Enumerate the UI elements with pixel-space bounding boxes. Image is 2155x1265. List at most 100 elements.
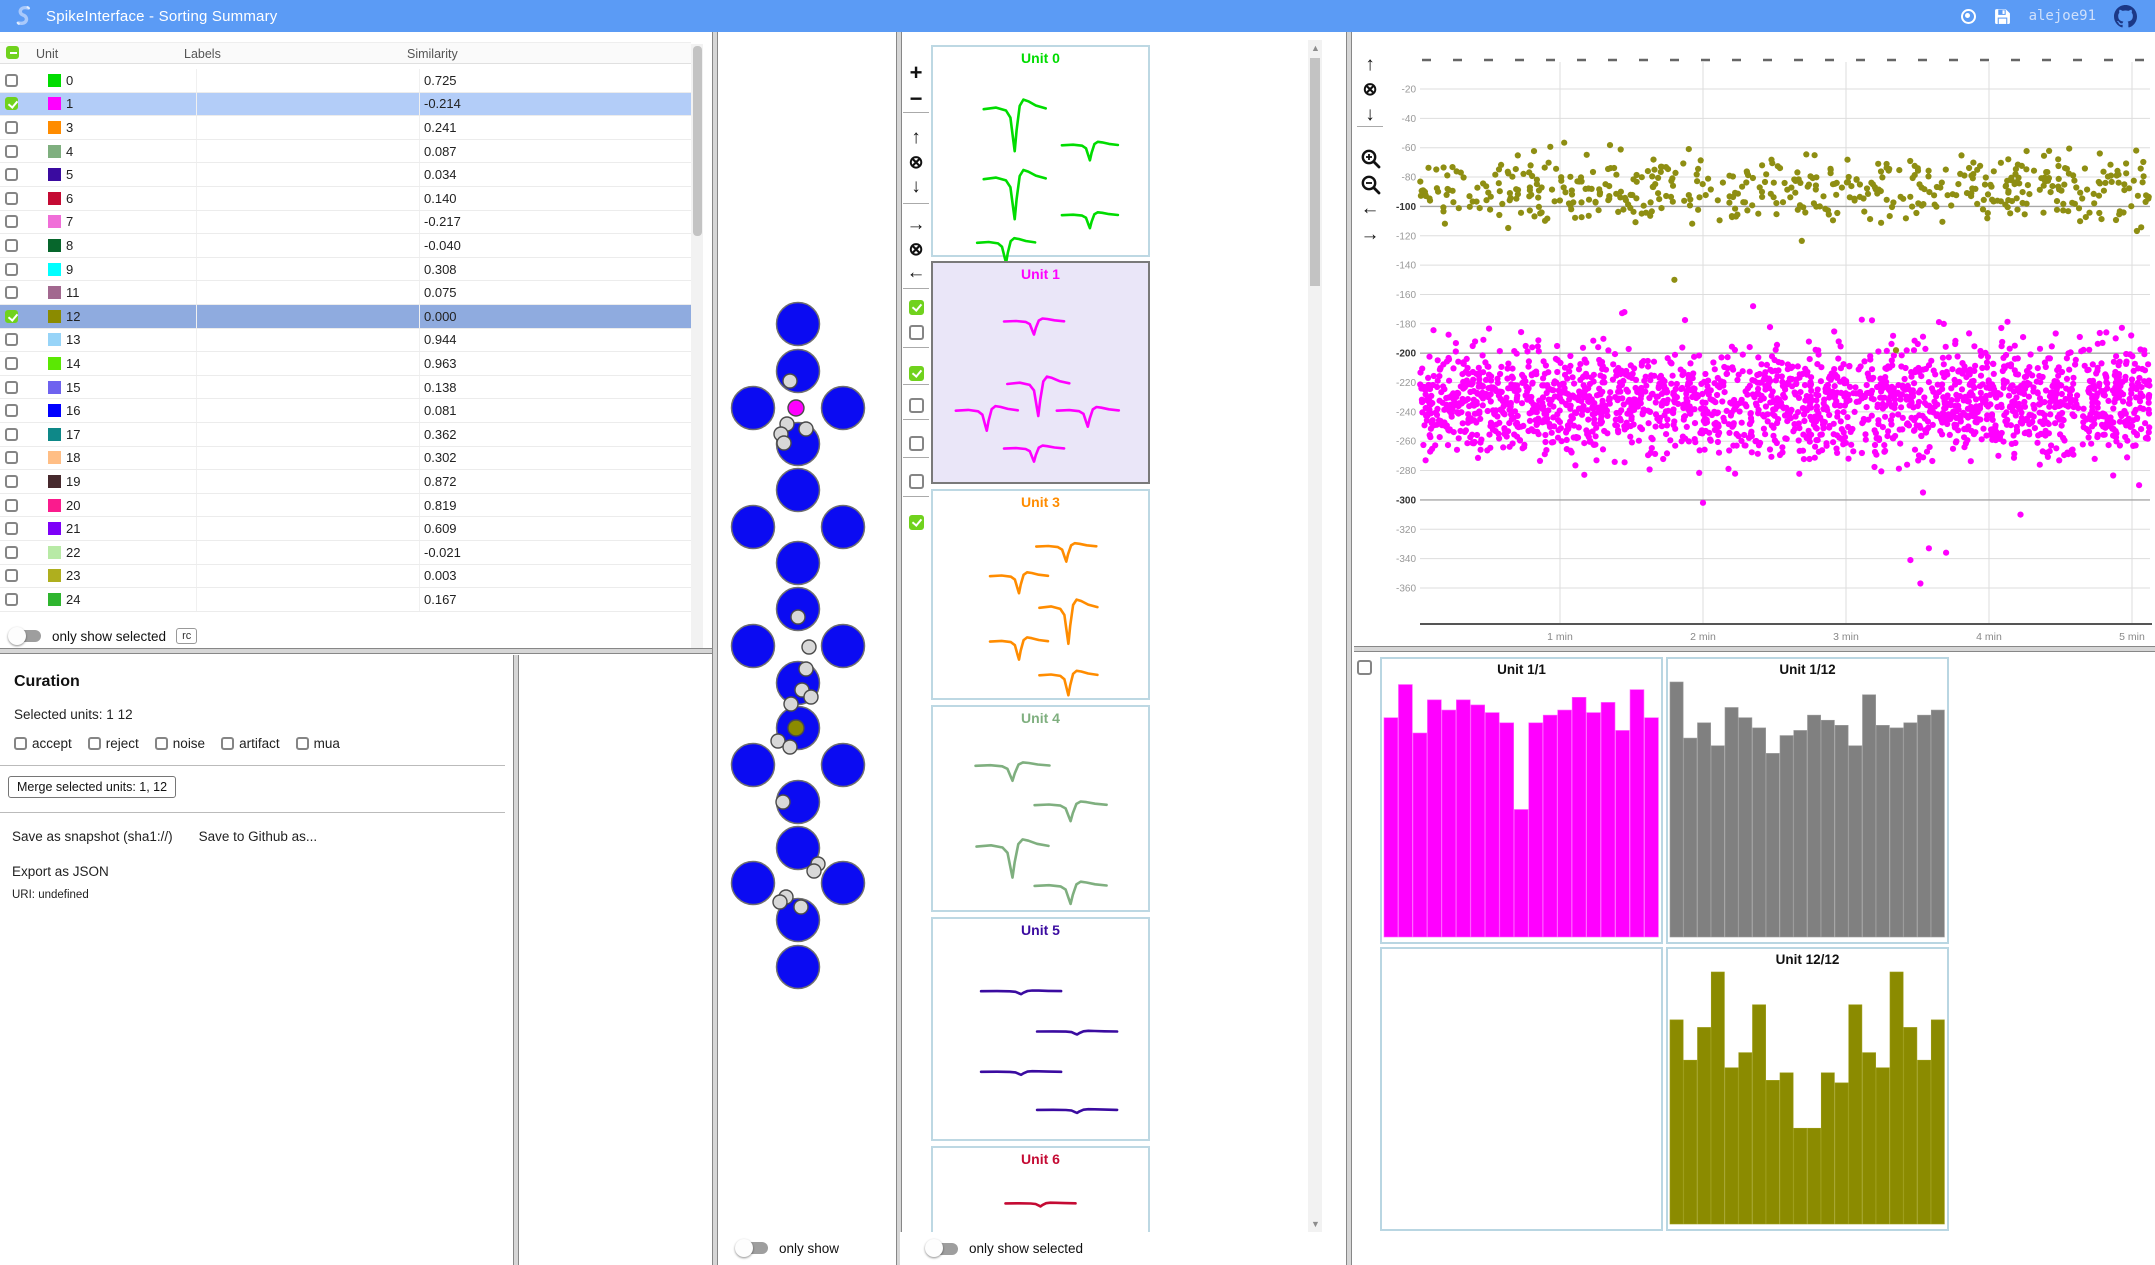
arrow-down-icon[interactable]: ↓ bbox=[1365, 104, 1375, 125]
row-checkbox[interactable] bbox=[5, 262, 18, 276]
row-checkbox[interactable] bbox=[5, 592, 18, 606]
table-row-unit-24[interactable]: 24 0.167 bbox=[0, 588, 691, 612]
curation-checkbox-reject[interactable] bbox=[87, 737, 101, 750]
unit-location-dot[interactable] bbox=[772, 894, 788, 910]
table-row-unit-23[interactable]: 23 0.003 bbox=[0, 564, 691, 589]
table-row-unit-21[interactable]: 21 0.609 bbox=[0, 517, 691, 541]
correlogram-panel-unit-1-12[interactable]: Unit 1/12 bbox=[1666, 657, 1949, 944]
unit-location-dot[interactable] bbox=[783, 696, 799, 712]
table-row-unit-4[interactable]: 4 0.087 bbox=[0, 139, 691, 164]
row-checkbox[interactable] bbox=[5, 286, 18, 300]
electrode-circle[interactable] bbox=[820, 504, 866, 550]
row-checkbox[interactable] bbox=[5, 191, 18, 205]
username[interactable]: alejoe91 bbox=[2028, 8, 2096, 24]
table-row-unit-8[interactable]: 8 -0.040 bbox=[0, 234, 691, 258]
unit-panel-unit-3[interactable]: Unit 3 bbox=[931, 489, 1150, 700]
save-github-link[interactable]: Save to Github as... bbox=[198, 829, 318, 844]
unit-panel-unit-0[interactable]: Unit 0 bbox=[931, 45, 1150, 265]
merge-units-button[interactable]: Merge selected units: 1, 12 bbox=[8, 776, 177, 798]
electrode-circle[interactable] bbox=[775, 897, 821, 943]
electrode-circle[interactable] bbox=[730, 504, 776, 550]
electrode-circle[interactable] bbox=[730, 623, 776, 669]
arrow-up-icon[interactable]: ↑ bbox=[911, 127, 921, 148]
correlogram-checkbox[interactable] bbox=[1357, 660, 1372, 675]
table-row-unit-11[interactable]: 11 0.075 bbox=[0, 281, 691, 305]
waveform-scrollbar-thumb[interactable] bbox=[1310, 58, 1320, 286]
row-checkbox[interactable] bbox=[5, 144, 18, 158]
row-checkbox[interactable] bbox=[5, 427, 18, 441]
zoom-in-icon[interactable] bbox=[1360, 148, 1382, 170]
amplitude-scatter-plot[interactable]: 1 min 2 min 3 min 4 min 5 min -20 -40 -60 -80 -10… bbox=[1354, 32, 2155, 646]
scroll-up-icon[interactable]: ▲ bbox=[1311, 43, 1320, 53]
unit-location-dot[interactable] bbox=[803, 689, 819, 705]
circle-x-icon[interactable]: ⊗ bbox=[1362, 79, 1378, 99]
curation-checkbox-noise[interactable] bbox=[154, 737, 168, 750]
unit-panel-unit-6[interactable]: Unit 6 bbox=[931, 1146, 1150, 1232]
unit-location-dot[interactable] bbox=[798, 661, 814, 677]
row-checkbox[interactable] bbox=[5, 404, 18, 418]
rc-button[interactable]: rc bbox=[176, 628, 198, 644]
electrode-circle[interactable] bbox=[820, 742, 866, 788]
export-json-link[interactable]: Export as JSON bbox=[12, 864, 109, 879]
unit-location-dot[interactable] bbox=[806, 863, 822, 879]
curation-option-accept[interactable]: accept bbox=[14, 736, 72, 751]
table-row-unit-16[interactable]: 16 0.081 bbox=[0, 399, 691, 423]
unit-location-dot[interactable] bbox=[775, 794, 791, 810]
row-checkbox[interactable] bbox=[5, 569, 18, 583]
unit-location-dot[interactable] bbox=[782, 373, 798, 389]
electrode-circle[interactable] bbox=[775, 348, 821, 394]
probe-electrode-map[interactable] bbox=[718, 32, 898, 1232]
github-icon[interactable] bbox=[2114, 4, 2137, 28]
row-checkbox[interactable] bbox=[5, 522, 18, 536]
table-row-unit-0[interactable]: 0 0.725 bbox=[0, 69, 691, 93]
electrode-circle[interactable] bbox=[775, 301, 821, 347]
arrow-up-icon[interactable]: ↑ bbox=[1365, 54, 1375, 75]
circle-x-icon[interactable]: ⊗ bbox=[908, 239, 924, 259]
row-checkbox[interactable] bbox=[5, 333, 18, 347]
table-row-unit-15[interactable]: 15 0.138 bbox=[0, 375, 691, 400]
electrode-circle[interactable] bbox=[730, 860, 776, 906]
row-checkbox[interactable] bbox=[5, 356, 18, 370]
curation-right-divider[interactable] bbox=[513, 655, 519, 1265]
column-header-labels[interactable]: Labels bbox=[184, 47, 221, 61]
table-row-unit-14[interactable]: 14 0.963 bbox=[0, 352, 691, 376]
table-row-unit-19[interactable]: 19 0.872 bbox=[0, 470, 691, 494]
electrode-circle[interactable] bbox=[775, 467, 821, 513]
row-checkbox[interactable] bbox=[5, 545, 18, 559]
row-checkbox[interactable] bbox=[5, 309, 18, 323]
circle-x-icon[interactable]: ⊗ bbox=[908, 152, 924, 172]
arrow-right-icon[interactable]: → bbox=[906, 214, 926, 235]
unit-location-dot[interactable] bbox=[782, 739, 798, 755]
unit-visibility-checkbox[interactable] bbox=[909, 366, 924, 381]
unit-panel-unit-1[interactable]: Unit 1 bbox=[931, 261, 1150, 484]
electrode-circle[interactable] bbox=[730, 385, 776, 431]
select-all-checkbox[interactable] bbox=[6, 46, 19, 59]
unit-panel-unit-4[interactable]: Unit 4 bbox=[931, 705, 1150, 912]
table-scrollbar[interactable] bbox=[691, 44, 703, 648]
unit-panel-unit-5[interactable]: Unit 5 bbox=[931, 917, 1150, 1141]
table-row-unit-7[interactable]: 7 -0.217 bbox=[0, 210, 691, 235]
waveform-only-show-selected-toggle[interactable] bbox=[925, 1239, 959, 1257]
unit-visibility-checkbox[interactable] bbox=[909, 300, 924, 315]
curation-checkbox-accept[interactable] bbox=[14, 737, 27, 750]
arrow-right-icon[interactable]: → bbox=[1360, 224, 1380, 245]
row-checkbox[interactable] bbox=[5, 238, 18, 252]
row-checkbox[interactable] bbox=[5, 168, 18, 182]
unit-location-dot[interactable] bbox=[801, 639, 817, 655]
curation-checkbox-artifact[interactable] bbox=[221, 737, 235, 750]
electrode-circle[interactable] bbox=[775, 586, 821, 632]
row-checkbox[interactable] bbox=[5, 380, 18, 394]
record-icon[interactable] bbox=[1960, 8, 1976, 24]
curation-checkbox-mua[interactable] bbox=[295, 737, 309, 750]
table-row-unit-20[interactable]: 20 0.819 bbox=[0, 493, 691, 518]
column-header-unit[interactable]: Unit bbox=[36, 47, 59, 61]
table-row-unit-13[interactable]: 13 0.944 bbox=[0, 328, 691, 353]
electrode-circle[interactable] bbox=[730, 742, 776, 788]
unit-location-dot[interactable] bbox=[790, 609, 806, 625]
row-checkbox[interactable] bbox=[5, 73, 18, 87]
correlogram-panel-unit-12-12[interactable]: Unit 12/12 bbox=[1666, 947, 1949, 1231]
waveform-scrollbar[interactable]: ▲ ▼ bbox=[1308, 40, 1322, 1234]
unit-visibility-checkbox[interactable] bbox=[909, 515, 924, 530]
row-checkbox[interactable] bbox=[5, 215, 18, 229]
row-checkbox[interactable] bbox=[5, 451, 18, 465]
